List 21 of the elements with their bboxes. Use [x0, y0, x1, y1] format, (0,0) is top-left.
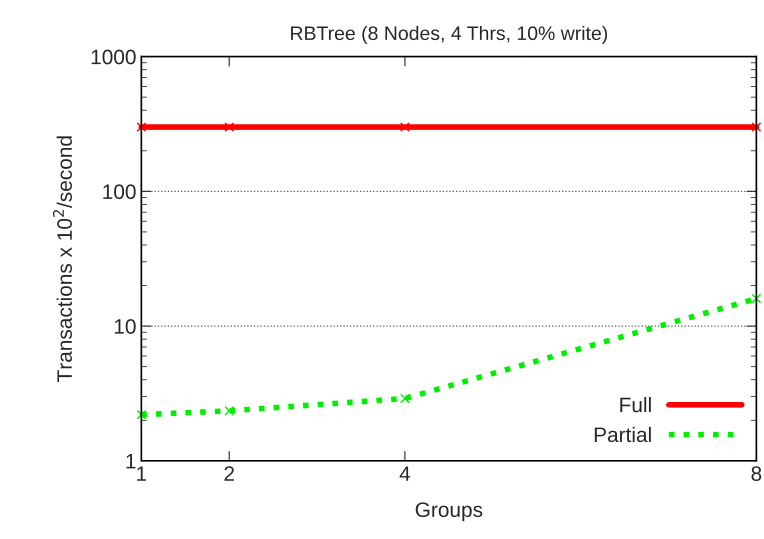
legend-label: Partial — [594, 426, 651, 442]
y-tick-label: 100 — [103, 184, 136, 200]
x-tick-label: 8 — [751, 466, 762, 482]
y-tick-label: 10 — [114, 319, 136, 334]
x-tick-label: 4 — [400, 466, 410, 481]
point — [752, 294, 762, 304]
point — [136, 410, 146, 420]
legend-label: Full — [620, 397, 651, 412]
chart-title: RBTree (8 Nodes, 4 Thrs, 10% write) — [291, 26, 608, 44]
y-tick-label: 1000 — [92, 50, 136, 64]
point — [224, 122, 234, 132]
x-axis-title: Groups — [416, 502, 482, 522]
y-axis-title: Transactions x 10$^{2}$/second — [52, 136, 72, 382]
point — [400, 394, 410, 404]
x-tick-label: 1 — [137, 466, 146, 481]
x-tick-label: 2 — [224, 466, 234, 481]
point — [136, 122, 146, 132]
point — [752, 122, 762, 132]
y-tick-label: 1 — [126, 454, 136, 468]
point — [224, 406, 234, 416]
point — [400, 122, 410, 132]
